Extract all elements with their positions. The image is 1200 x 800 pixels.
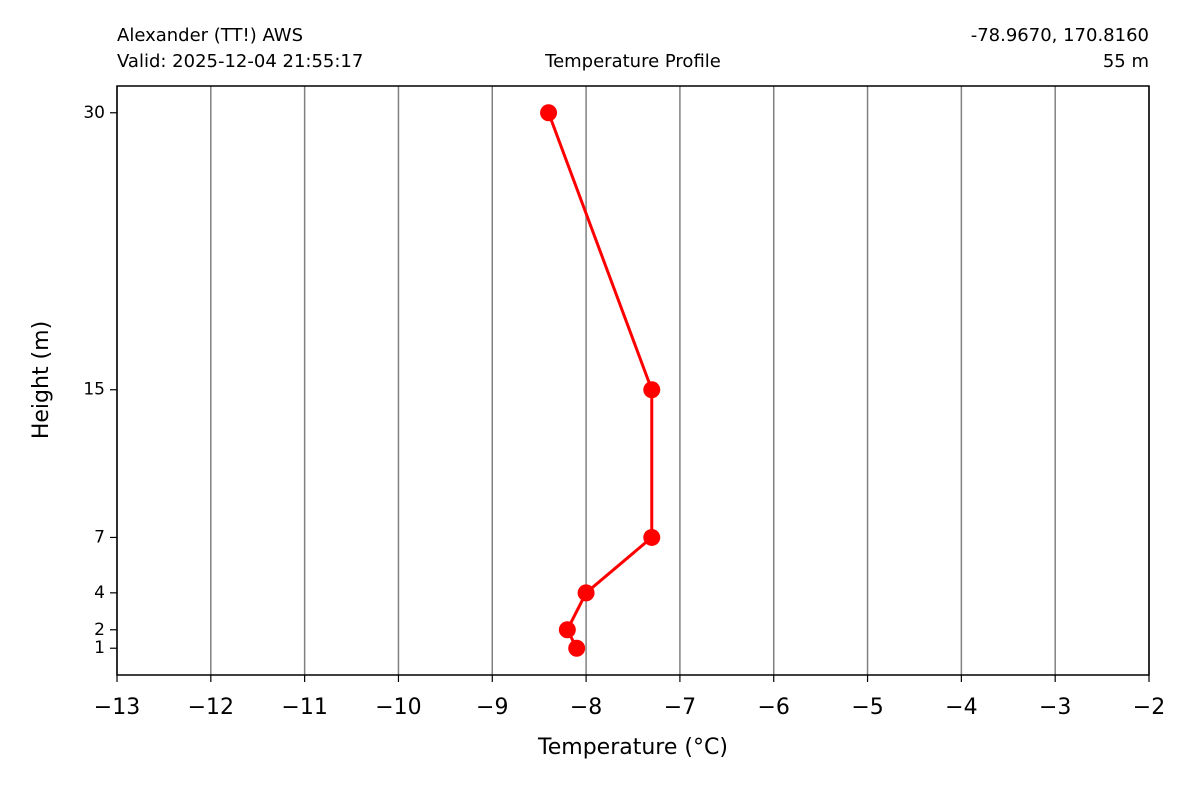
x-tick-label: −11 (281, 695, 327, 720)
valid-time: Valid: 2025-12-04 21:55:17 (117, 51, 363, 72)
plot-frame (116, 85, 1150, 676)
coordinates: -78.9670, 170.8160 (971, 25, 1149, 46)
x-tick-label: −12 (188, 695, 234, 720)
profile-point (577, 584, 595, 602)
elevation: 55 m (1103, 51, 1149, 72)
x-tick-label: −2 (1133, 695, 1165, 720)
y-tick-label: 2 (94, 620, 105, 640)
chart-title: Temperature Profile (544, 51, 721, 72)
station: Alexander (TT!) AWS (117, 25, 303, 46)
profile-point (540, 104, 558, 122)
profile-point (558, 621, 576, 639)
y-axis-label: Height (m) (29, 321, 54, 439)
profile-point (643, 528, 661, 546)
y-tick-label: 4 (94, 583, 105, 603)
x-tick-label: −13 (94, 695, 140, 720)
profile-point (643, 381, 661, 399)
x-tick-label: −5 (851, 695, 883, 720)
y-tick-label: 15 (83, 380, 105, 400)
y-tick-label: 30 (83, 103, 105, 123)
y-tick-label: 7 (94, 527, 105, 547)
x-axis-label: Temperature (°C) (537, 735, 728, 760)
x-tick-label: −3 (1039, 695, 1071, 720)
x-tick-label: −6 (758, 695, 790, 720)
profile-line (547, 112, 654, 649)
x-tick-label: −8 (570, 695, 602, 720)
x-tick-label: −9 (476, 695, 508, 720)
profile-point (568, 639, 586, 657)
y-tick-label: 1 (94, 638, 105, 658)
x-tick-label: −7 (664, 695, 696, 720)
x-tick-label: −10 (375, 695, 421, 720)
x-tick-label: −4 (945, 695, 977, 720)
